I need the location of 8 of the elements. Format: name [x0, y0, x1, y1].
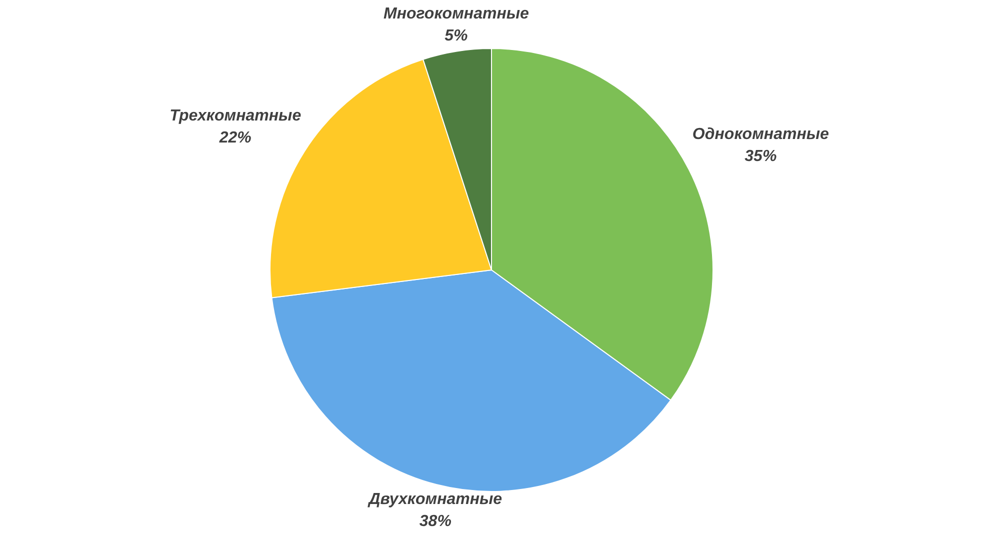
- slice-label: Многокомнатные: [384, 6, 530, 23]
- data-label: 22%: [218, 130, 252, 147]
- slice-label: Однокомнатные: [692, 126, 830, 144]
- slice-label: Трехкомнатные: [170, 108, 302, 125]
- data-label: 35%: [744, 148, 777, 166]
- slice-label: Двухкомнатные: [366, 490, 502, 508]
- data-label: 38%: [419, 512, 452, 530]
- data-label: 5%: [444, 28, 468, 45]
